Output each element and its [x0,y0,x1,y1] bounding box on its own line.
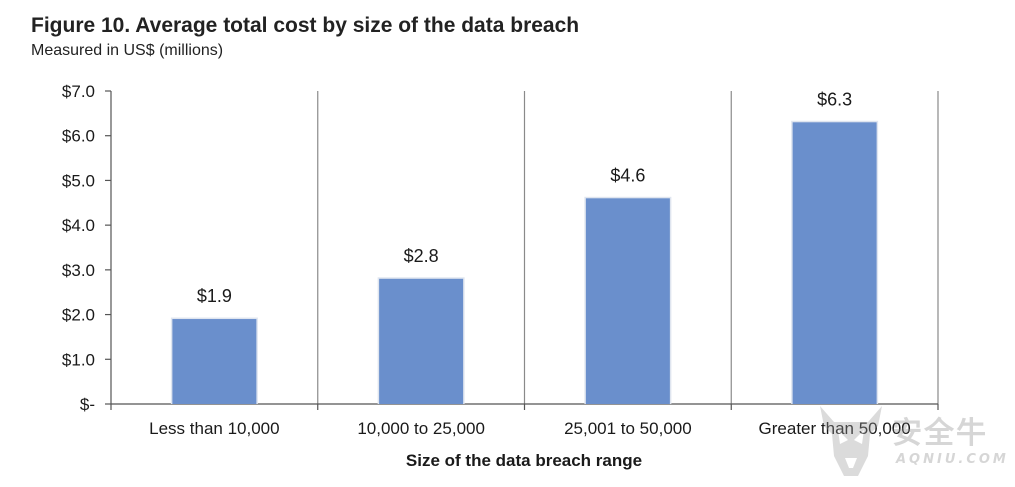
y-tick-label: $3.0 [62,261,95,280]
chart-subtitle: Measured in US$ (millions) [31,42,224,59]
chart-title: Figure 10. Average total cost by size of… [31,14,580,37]
y-tick-label: $7.0 [62,82,95,101]
bars [170,120,879,405]
bar [792,122,877,405]
data-label: $1.9 [197,286,232,306]
data-label: $6.3 [817,89,852,109]
bar [172,319,257,404]
bar [379,278,464,404]
x-tick-label: 25,001 to 50,000 [564,419,692,438]
x-tick-label: 10,000 to 25,000 [357,419,485,438]
bull-logo-icon [820,406,882,476]
watermark-text-cn: 安全牛 [892,416,988,451]
x-axis-title: Size of the data breach range [406,451,642,470]
y-tick-label: $4.0 [62,216,95,235]
bar [585,198,670,404]
y-axis-ticks: $- $1.0 $2.0 $3.0 $4.0 $5.0 $6.0 $7.0 [62,82,111,414]
x-tick-label: Less than 10,000 [149,419,279,438]
y-tick-label: $1.0 [62,350,95,369]
y-tick-label: $2.0 [62,306,95,325]
data-label: $4.6 [610,165,645,185]
data-labels: $1.9 $2.8 $4.6 $6.3 [197,89,852,306]
category-separators [317,91,939,404]
x-axis-ticks: Less than 10,000 10,000 to 25,000 25,001 t… [110,404,939,438]
y-tick-label: $6.0 [62,127,95,146]
watermark: 安全牛 AQNIU.COM [812,400,1007,482]
y-tick-label: $5.0 [62,171,95,190]
data-label: $2.8 [404,246,439,266]
watermark-text-en: AQNIU.COM [896,452,1009,467]
y-tick-label: $- [80,395,95,414]
x-tick-label: Greater than 50,000 [759,419,911,438]
